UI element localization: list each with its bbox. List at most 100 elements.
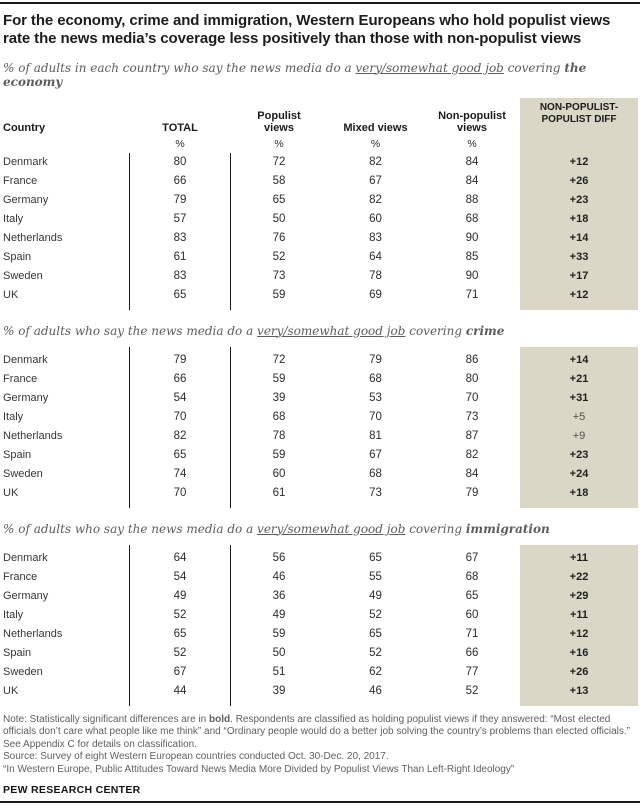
percent-sign: % (274, 137, 284, 150)
table-row: Denmark 64 56 65 67 +11 (0, 548, 640, 568)
subtitle-text: covering (503, 60, 565, 75)
populist-value: 68 (272, 410, 286, 423)
country-label: Germany (3, 589, 49, 602)
table-row: UK 44 39 46 52 +13 (0, 681, 640, 701)
empty-cell (129, 700, 231, 706)
nonpopulist-value: 67 (465, 551, 479, 564)
country-label: Denmark (3, 353, 48, 366)
nonpopulist-value: 73 (465, 410, 479, 423)
populist-value: 39 (272, 391, 286, 404)
total-value: 54 (129, 388, 231, 408)
percent-sign: % (175, 137, 185, 150)
table-subtitle-economy: % of adults in each country who say the … (3, 61, 637, 89)
populist-value: 59 (272, 627, 286, 640)
table-immigration: Denmark 64 56 65 67 +11 France 54 46 55 68 +22 Germa… (0, 544, 640, 706)
table-row: Italy 52 49 52 60 +11 (0, 605, 640, 625)
nonpopulist-value: 84 (465, 174, 479, 187)
diff-value: +21 (520, 369, 638, 389)
source-line: Source: Survey of eight Western European… (3, 751, 389, 763)
diff-value: +33 (520, 247, 638, 267)
country-label: UK (3, 684, 19, 697)
nonpopulist-value: 84 (465, 155, 479, 168)
diff-value: +29 (520, 586, 638, 606)
diff-value: +26 (520, 171, 638, 191)
table-economy: Country TOTAL Populist views Mixed views… (0, 97, 640, 310)
empty-cell (129, 304, 231, 310)
table-row: Germany 79 65 82 88 +23 (0, 190, 640, 210)
total-value: 64 (129, 548, 231, 568)
table-row: Spain 61 52 64 85 +33 (0, 247, 640, 267)
total-value: 44 (129, 681, 231, 701)
table-edge-spacer (0, 700, 640, 706)
nonpopulist-value: 65 (465, 589, 479, 602)
diff-value: +12 (520, 285, 638, 305)
table-edge-spacer (0, 304, 640, 310)
subtitle-text: % of adults who say the news media do a (3, 323, 258, 338)
country-label: Italy (3, 410, 24, 423)
mixed-value: 81 (369, 429, 382, 442)
subtitle-text: covering (405, 323, 466, 338)
empty-cell (0, 701, 129, 706)
nonpopulist-value: 68 (465, 212, 479, 225)
total-value: 70 (129, 483, 231, 503)
note-bold-word: bold (209, 713, 231, 725)
subtitle-text: % of adults in each country who say the … (3, 60, 356, 75)
subtitle-topic: crime (465, 323, 505, 338)
nonpopulist-value: 88 (465, 193, 479, 206)
nonpopulist-value: 52 (465, 684, 479, 697)
col-header-country: Country (3, 121, 46, 134)
total-value: 80 (129, 152, 231, 172)
table-row: Denmark 80 72 82 84 +12 (0, 152, 640, 172)
diff-value: +18 (520, 209, 638, 229)
mixed-value: 70 (369, 410, 382, 423)
table-row: Italy 57 50 60 68 +18 (0, 209, 640, 229)
diff-value: +31 (520, 388, 638, 408)
diff-value: +14 (520, 350, 638, 370)
country-label: Netherlands (3, 627, 63, 640)
diff-value: +14 (520, 228, 638, 248)
mixed-value: 78 (369, 269, 382, 282)
total-value: 67 (129, 662, 231, 682)
mixed-value: 52 (369, 608, 382, 621)
total-value: 49 (129, 586, 231, 606)
populist-value: 50 (272, 646, 286, 659)
col-header-total: TOTAL (162, 121, 198, 134)
diff-value: +9 (520, 426, 638, 446)
empty-cell (424, 701, 520, 706)
populist-value: 59 (272, 288, 286, 301)
country-label: Spain (3, 646, 32, 659)
footnote: Note: Statistically significant differen… (3, 714, 636, 777)
col-header-diff: NON-POPULIST-POPULIST DIFF (520, 97, 638, 136)
subtitle-topic: immigration (465, 521, 550, 536)
table-row: Sweden 83 73 78 90 +17 (0, 266, 640, 286)
table-row: Netherlands 65 59 65 71 +12 (0, 624, 640, 644)
country-label: France (3, 570, 38, 583)
populist-value: 46 (272, 570, 286, 583)
nonpopulist-value: 77 (465, 665, 479, 678)
populist-value: 72 (272, 353, 286, 366)
empty-cell (129, 346, 231, 351)
table-row: France 54 46 55 68 +22 (0, 567, 640, 587)
country-label: Denmark (3, 155, 48, 168)
populist-value: 50 (272, 212, 286, 225)
country-label: Netherlands (3, 231, 63, 244)
mixed-value: 67 (369, 174, 382, 187)
total-value: 83 (129, 228, 231, 248)
country-label: Germany (3, 391, 49, 404)
country-label: UK (3, 288, 19, 301)
empty-cell (424, 503, 520, 508)
empty-diff-cell (520, 544, 638, 549)
mixed-value: 79 (369, 353, 382, 366)
table-section-economy: % of adults in each country who say the … (0, 61, 640, 310)
empty-cell (424, 305, 520, 310)
empty-cell (0, 136, 129, 153)
nonpopulist-value: 90 (465, 231, 479, 244)
subtitle-underlined-text: very/somewhat good job (257, 521, 406, 536)
diff-value: +13 (520, 681, 638, 701)
total-value: 70 (129, 407, 231, 427)
populist-value: 36 (272, 589, 286, 602)
percent-sign: % (467, 137, 477, 150)
nonpopulist-value: 60 (465, 608, 479, 621)
populist-value: 61 (272, 486, 286, 499)
total-value: 83 (129, 266, 231, 286)
